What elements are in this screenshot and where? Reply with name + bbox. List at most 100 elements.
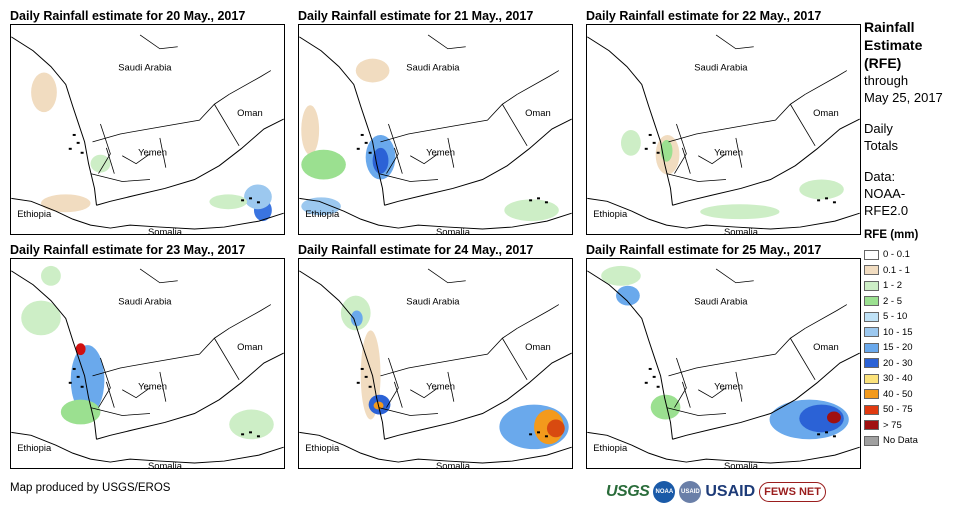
- border-line: [698, 387, 727, 399]
- legend-label: > 75: [883, 419, 902, 431]
- dhs-logo: USAID: [679, 481, 702, 503]
- map-svg: Saudi Arabia Oman Yemen Ethiopia Somalia: [587, 34, 860, 234]
- legend-swatch: [864, 311, 879, 322]
- map-panel: Daily Rainfall estimate for 23 May., 201…: [10, 242, 285, 469]
- end-date: May 25, 2017: [864, 90, 943, 105]
- border-line: [92, 94, 230, 143]
- border-line: [90, 173, 151, 182]
- border-line: [674, 123, 687, 174]
- coastline: [299, 431, 572, 464]
- legend-row: 1 - 2: [864, 278, 964, 294]
- border-line: [674, 357, 687, 408]
- yemen-label: Yemen: [714, 147, 743, 158]
- island: [368, 151, 372, 154]
- border-line: [229, 70, 272, 95]
- oman-label: Oman: [525, 107, 551, 118]
- heading-line: Rainfall: [864, 19, 915, 35]
- border-line: [427, 268, 466, 284]
- island: [644, 147, 648, 150]
- rainfall-area: [21, 300, 61, 336]
- saudi-label: Saudi Arabia: [694, 62, 748, 73]
- border-line: [159, 371, 167, 402]
- somalia-label: Somalia: [436, 226, 471, 234]
- island: [356, 147, 360, 150]
- daily-totals: Daily Totals: [864, 120, 964, 154]
- border-line: [805, 304, 848, 329]
- border-line: [139, 268, 178, 284]
- coastline: [384, 118, 572, 206]
- island: [652, 141, 656, 144]
- legend-label: 1 - 2: [883, 280, 903, 292]
- rainfall-area: [799, 179, 844, 200]
- oman-label: Oman: [237, 107, 263, 118]
- island: [80, 151, 84, 154]
- island: [364, 375, 368, 378]
- somalia-label: Somalia: [148, 226, 183, 234]
- legend-swatch: [864, 280, 879, 291]
- usaid-logo: USAID: [705, 483, 756, 500]
- rainfall-area: [827, 411, 841, 424]
- island: [825, 197, 828, 200]
- ethiopia-label: Ethiopia: [305, 442, 340, 453]
- island: [544, 435, 548, 438]
- border-line: [378, 407, 439, 416]
- panel-title: Daily Rainfall estimate for 25 May., 201…: [586, 243, 822, 257]
- island: [648, 133, 652, 136]
- map-svg: Saudi Arabia Oman Yemen Ethiopia Somalia: [299, 268, 572, 468]
- island: [537, 197, 540, 200]
- border-line: [698, 153, 727, 165]
- island: [832, 435, 836, 438]
- border-line: [106, 147, 115, 174]
- island: [364, 141, 368, 144]
- legend-swatch: [864, 389, 879, 400]
- legend-swatch: [864, 327, 879, 338]
- through-label: through: [864, 73, 909, 88]
- island: [241, 199, 245, 202]
- ethiopia-label: Ethiopia: [17, 442, 52, 453]
- legend-label: 0 - 0.1: [883, 249, 910, 261]
- border-line: [122, 153, 151, 165]
- yemen-label: Yemen: [426, 381, 455, 392]
- border-line: [122, 387, 151, 399]
- legend-label: 10 - 15: [883, 326, 913, 338]
- island: [544, 201, 548, 204]
- island: [648, 367, 652, 370]
- coastline: [11, 36, 97, 206]
- saudi-label: Saudi Arabia: [694, 296, 748, 307]
- coastline: [672, 352, 860, 440]
- legend-sidebar: Rainfall Estimate (RFE) through May 25, …: [864, 18, 964, 449]
- rainfall-area: [355, 58, 390, 83]
- coastline: [587, 270, 673, 440]
- yemen-label: Yemen: [138, 147, 167, 158]
- border-line: [517, 70, 560, 95]
- saudi-label: Saudi Arabia: [118, 62, 172, 73]
- island: [249, 431, 252, 434]
- border-line: [386, 357, 399, 408]
- island: [832, 201, 836, 204]
- border-line: [159, 137, 167, 168]
- border-line: [380, 328, 518, 377]
- rainfall-area: [244, 184, 272, 210]
- legend-row: 40 - 50: [864, 387, 964, 403]
- somalia-label: Somalia: [724, 226, 759, 234]
- coastline: [96, 118, 284, 206]
- saudi-label: Saudi Arabia: [406, 62, 460, 73]
- island: [68, 381, 72, 384]
- border-line: [447, 371, 455, 402]
- border-line: [214, 104, 240, 147]
- coastline: [672, 118, 860, 206]
- oman-label: Oman: [237, 341, 263, 352]
- border-line: [427, 34, 466, 50]
- island: [80, 385, 84, 388]
- legend-swatch: [864, 249, 879, 260]
- legend-label: 5 - 10: [883, 311, 908, 323]
- ethiopia-label: Ethiopia: [593, 208, 628, 219]
- rainfall-area: [229, 409, 274, 440]
- rfe-legend: RFE (mm) 0 - 0.1 0.1 - 1 1 - 2 2 - 5 5 - 10 1…: [864, 227, 964, 449]
- border-line: [394, 381, 403, 408]
- ethiopia-label: Ethiopia: [593, 442, 628, 453]
- legend-swatch: [864, 420, 879, 431]
- oman-label: Oman: [525, 341, 551, 352]
- heading-line: Estimate: [864, 37, 923, 53]
- rainfall-map: Saudi Arabia Oman Yemen Ethiopia Somalia: [10, 24, 285, 235]
